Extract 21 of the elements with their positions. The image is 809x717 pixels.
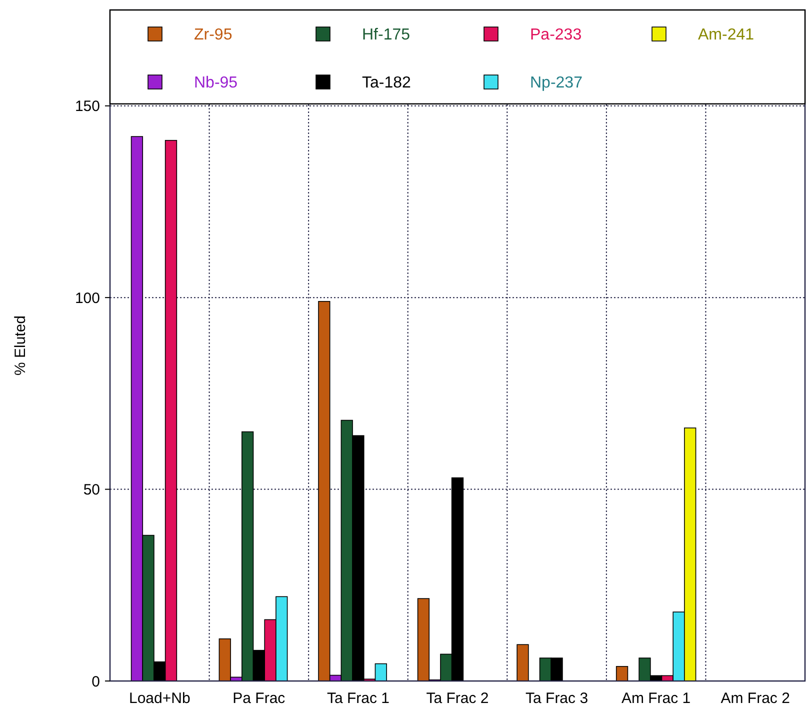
legend-label: Zr-95 bbox=[194, 26, 232, 44]
y-axis-title: % Eluted bbox=[12, 315, 29, 376]
x-tick-label: Pa Frac bbox=[232, 690, 286, 707]
legend-label: Am-241 bbox=[698, 26, 754, 44]
legend-label: Np-237 bbox=[530, 74, 583, 92]
x-tick-label: Ta Frac 2 bbox=[426, 690, 489, 707]
y-tick-label: 50 bbox=[83, 482, 100, 499]
legend-label: Pa-233 bbox=[530, 26, 582, 44]
x-tick-label: Ta Frac 3 bbox=[526, 690, 588, 707]
y-tick-label: 150 bbox=[74, 98, 100, 116]
x-tick-label: Load+Nb bbox=[128, 690, 190, 707]
legend-label: Ta-182 bbox=[362, 74, 412, 92]
y-tick-label: 0 bbox=[92, 673, 100, 690]
y-tick-label: 100 bbox=[74, 290, 100, 307]
x-tick-label: Ta Frac 1 bbox=[326, 690, 390, 707]
x-tick-label: Am Frac 2 bbox=[720, 690, 790, 707]
legend-label: Nb-95 bbox=[194, 74, 238, 92]
legend-label: Hf-175 bbox=[362, 26, 410, 44]
bar bbox=[616, 666, 628, 682]
bar bbox=[516, 644, 529, 682]
x-tick-label: Am Frac 1 bbox=[621, 690, 691, 707]
